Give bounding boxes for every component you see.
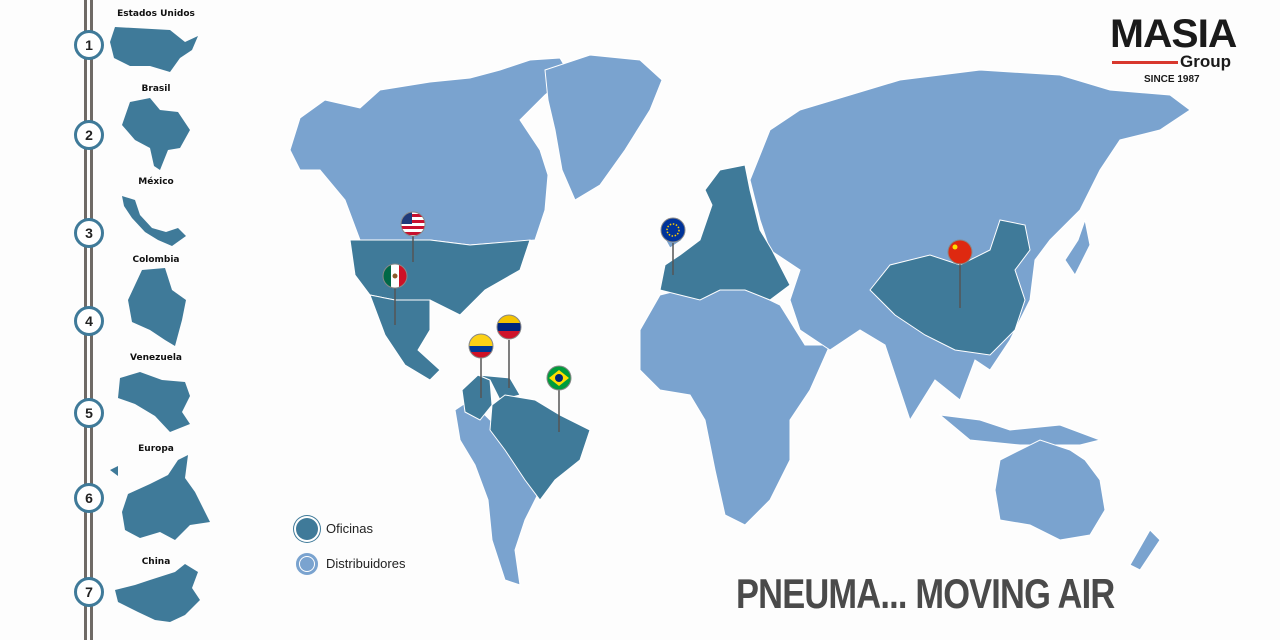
step-2: 2 (74, 120, 104, 150)
step-6: 6 (74, 483, 104, 513)
label-estados-unidos: Estados Unidos (117, 9, 195, 19)
indonesia (938, 414, 1102, 446)
label-venezuela: Venezuela (130, 353, 182, 363)
europe-silhouette (110, 455, 210, 540)
usa-flag-icon (401, 212, 425, 236)
japan (1064, 218, 1091, 276)
venezuela-flag-icon (497, 315, 521, 339)
north-america (289, 57, 571, 246)
label-colombia: Colombia (132, 255, 180, 265)
eu-flag-icon (661, 218, 685, 242)
label-europa: Europa (138, 444, 174, 454)
china-flag-icon (948, 240, 972, 264)
step-3: 3 (74, 218, 104, 248)
brazil-flag-icon (547, 366, 571, 390)
china-silhouette (115, 564, 200, 622)
colombia-region (461, 374, 493, 421)
offices-swatch-icon (296, 518, 318, 540)
label-mexico: México (138, 177, 174, 187)
step-4: 4 (74, 306, 104, 336)
australia (994, 439, 1106, 541)
logo-red-line (1112, 61, 1178, 64)
legend-distributors-label: Distribuidores (326, 556, 406, 571)
colombia-flag-icon (469, 334, 493, 358)
europe-region (659, 164, 791, 301)
step-5: 5 (74, 398, 104, 428)
brazil-region (489, 394, 591, 501)
pins (394, 236, 961, 432)
china-region (869, 219, 1031, 356)
greenland (544, 54, 663, 201)
mexico-region (369, 294, 441, 381)
new-zealand (1129, 529, 1161, 571)
logo-name: MASIA (1110, 12, 1237, 56)
step-7: 7 (74, 577, 104, 607)
distributors-swatch-icon (296, 553, 318, 575)
legend-offices-label: Oficinas (326, 521, 373, 536)
colombia-silhouette (128, 268, 186, 346)
step-1: 1 (74, 30, 104, 60)
label-china: China (141, 557, 171, 567)
usa-silhouette (110, 27, 198, 72)
mexico-flag-icon (383, 264, 407, 288)
slogan: PNEUMA... MOVING AIR (736, 570, 1115, 617)
masia-group-logo: MASIA Group SINCE 1987 (1110, 12, 1250, 88)
mexico-silhouette (122, 196, 186, 246)
label-brasil: Brasil (141, 84, 171, 94)
logo-since: SINCE 1987 (1144, 74, 1200, 85)
logo-group: Group (1180, 52, 1231, 71)
venezuela-silhouette (118, 372, 190, 432)
brazil-silhouette (122, 98, 190, 170)
